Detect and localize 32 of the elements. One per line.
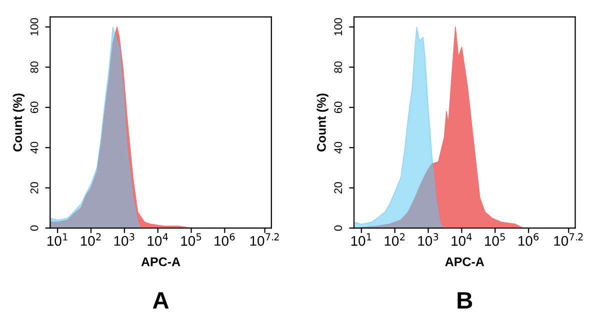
x-tick-label: 10$^{6}$	[518, 233, 539, 246]
x-tick-label: 10$^{2}$	[80, 233, 101, 246]
y-tick-label: 60	[30, 102, 38, 114]
y-tick-label: 100	[334, 18, 342, 36]
y-tick-label: 80	[30, 61, 38, 73]
x-tick-label: 10$^{7.2}$	[554, 233, 583, 246]
x-tick-label: 10$^{4}$	[452, 233, 472, 246]
x-tick-label: 10$^{2}$	[384, 233, 405, 246]
y-axis-title: Count (%)	[12, 94, 25, 152]
y-tick-label: 40	[334, 142, 342, 154]
x-tick-label: 10$^{4}$	[148, 233, 168, 246]
y-tick-label: 60	[334, 102, 342, 114]
text: A	[152, 292, 169, 308]
x-tick-label: 10$^{5}$	[181, 233, 202, 246]
x-tick-label: 10$^{1}$	[351, 233, 372, 246]
y-tick-label: 20	[30, 182, 38, 194]
y-tick-label: 100	[30, 18, 38, 36]
x-tick-label: 10$^{3}$	[114, 233, 134, 246]
x-tick-label: 10$^{1}$	[48, 233, 68, 246]
x-tick-label: 10$^{6}$	[214, 233, 235, 246]
x-tick-label: 10$^{7.2}$	[250, 233, 279, 246]
x-axis-title: APC-A	[445, 257, 484, 266]
y-tick-label: 40	[30, 142, 38, 154]
y-tick-label: 80	[334, 61, 342, 73]
x-tick-label: 10$^{5}$	[485, 233, 505, 246]
y-tick-label: 20	[334, 182, 342, 194]
y-tick-label: 0	[334, 225, 342, 231]
text: B	[458, 292, 472, 308]
x-axis-title: APC-A	[141, 257, 180, 266]
x-tick-label: 10$^{3}$	[418, 233, 438, 246]
y-tick-label: 0	[30, 225, 38, 231]
y-axis-title: Count (%)	[316, 94, 328, 152]
